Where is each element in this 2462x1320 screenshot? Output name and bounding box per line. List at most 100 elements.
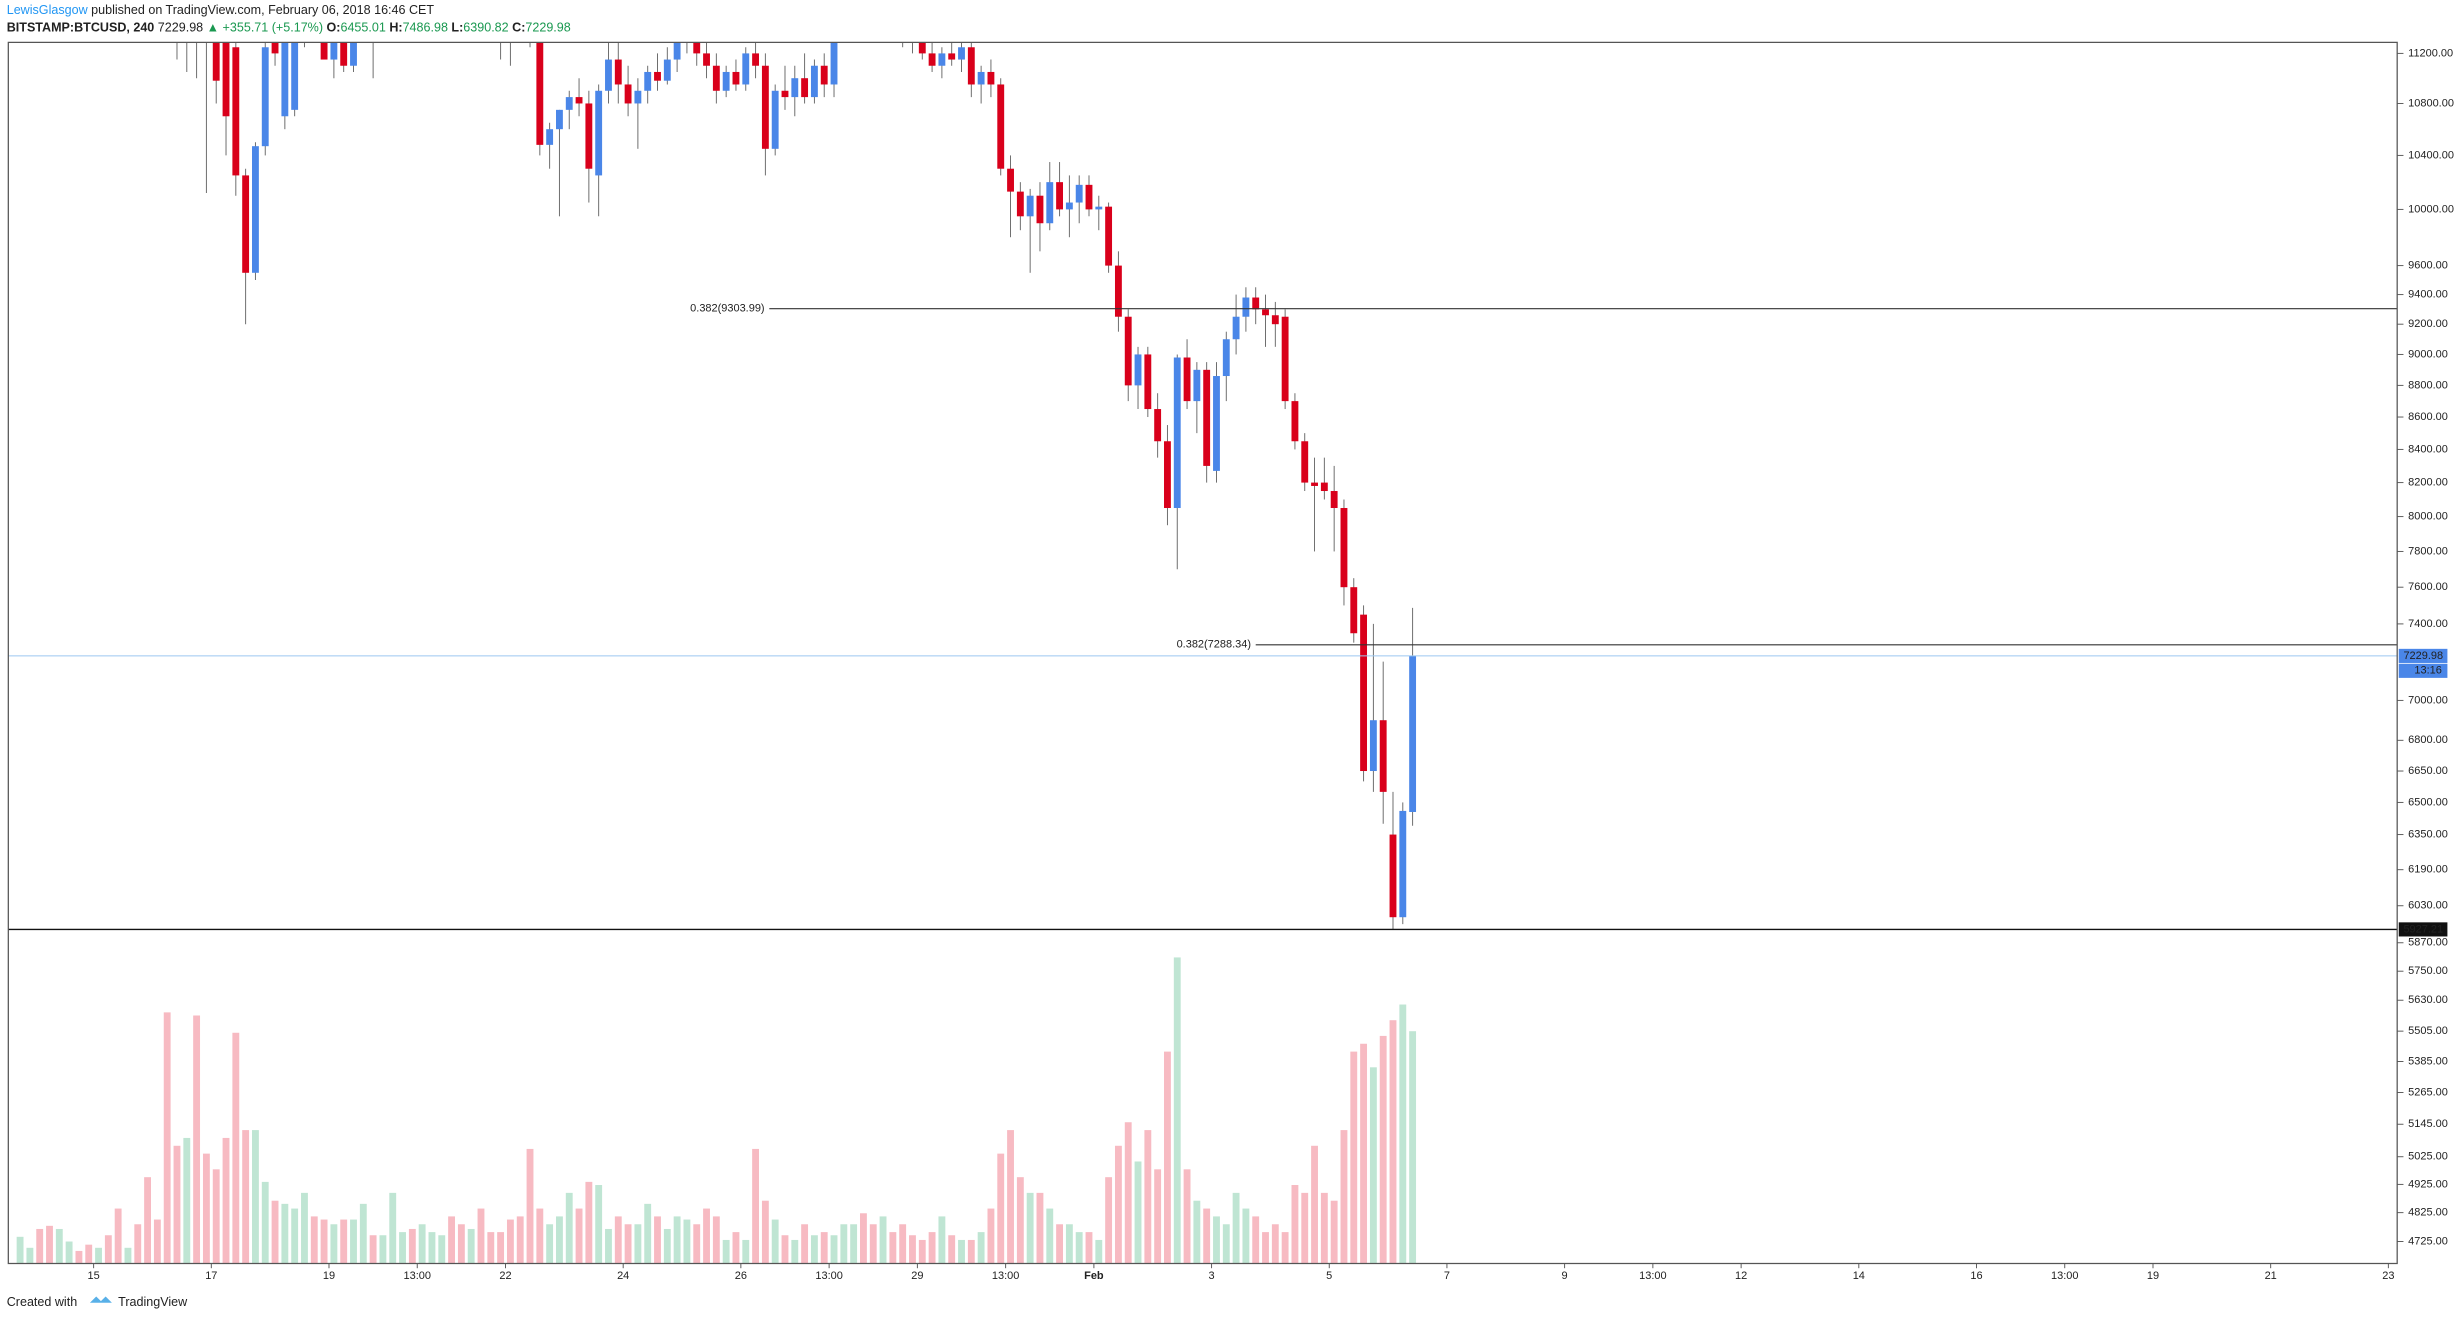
- candle-body: [1203, 369, 1211, 466]
- candle-body: [732, 71, 740, 85]
- candle-body: [634, 90, 642, 104]
- volume-bar: [350, 1219, 357, 1264]
- y-tick-label: 10400.00: [2408, 149, 2454, 161]
- candle-body: [722, 71, 730, 91]
- change: ▲ +355.71 (+5.17%): [207, 21, 323, 35]
- volume-bar: [673, 1216, 681, 1264]
- x-tick-label: 19: [323, 1270, 335, 1282]
- y-tick-label: 5025.00: [2408, 1151, 2448, 1163]
- author[interactable]: LewisGlasgow: [7, 3, 89, 17]
- candle-body: [997, 84, 1005, 169]
- candle-body: [810, 65, 818, 98]
- volume-bar: [222, 1137, 230, 1264]
- y-tick-label: 6800.00: [2408, 734, 2448, 746]
- candle-body: [1252, 297, 1260, 310]
- y-tick-label: 6500.00: [2408, 796, 2448, 808]
- y-tick-label: 9200.00: [2408, 318, 2448, 330]
- y-tick-label: 4825.00: [2408, 1207, 2448, 1219]
- volume-bar: [997, 1153, 1005, 1264]
- volume-bar: [1350, 1051, 1358, 1264]
- candle-body: [536, 42, 544, 145]
- volume-bar: [605, 1228, 612, 1264]
- x-tick-label: 13:00: [2051, 1270, 2078, 1282]
- candle-body: [1320, 482, 1328, 492]
- countdown-label: 13:16: [2414, 665, 2441, 677]
- volume-bar: [1114, 1145, 1122, 1264]
- volume-bar: [1369, 1067, 1377, 1264]
- candle-body: [712, 65, 720, 91]
- candle-body: [595, 90, 603, 176]
- volume-bar: [477, 1208, 485, 1264]
- candle-body: [1222, 339, 1230, 377]
- volume-bar: [242, 1130, 250, 1264]
- volume-bar: [153, 1219, 161, 1264]
- footer-brand[interactable]: TradingView: [118, 1295, 188, 1309]
- y-tick-label: 7600.00: [2408, 581, 2448, 593]
- volume-bar: [546, 1224, 554, 1264]
- volume-bar: [1389, 1020, 1397, 1264]
- candle-body: [1016, 191, 1024, 217]
- volume-bar: [1056, 1224, 1064, 1264]
- candle-body: [575, 97, 583, 104]
- volume-bar: [595, 1185, 603, 1264]
- volume-bar: [526, 1148, 534, 1264]
- candle-body: [1340, 508, 1348, 588]
- candle-body: [703, 53, 710, 66]
- candle-body: [1369, 720, 1377, 772]
- volume-bar: [977, 1232, 985, 1264]
- volume-bar: [320, 1219, 328, 1264]
- volume-bar: [1379, 1035, 1387, 1264]
- volume-bar: [1065, 1224, 1073, 1264]
- volume-bar: [418, 1224, 426, 1264]
- volume-bar: [144, 1177, 151, 1264]
- low-box: [2398, 922, 2448, 937]
- x-tick-label: 13:00: [1639, 1270, 1666, 1282]
- candle-body: [1291, 401, 1299, 442]
- candle-body: [1105, 206, 1113, 266]
- volume-bar: [301, 1192, 308, 1264]
- volume-bar: [899, 1224, 907, 1264]
- volume-bar: [487, 1232, 495, 1264]
- volume-bar: [801, 1224, 809, 1264]
- volume-bar: [585, 1181, 593, 1264]
- candle-body: [928, 53, 936, 66]
- candle-body: [781, 90, 789, 98]
- volume-bar: [536, 1208, 544, 1264]
- volume-bar: [820, 1232, 828, 1264]
- y-tick-label: 6030.00: [2408, 900, 2448, 912]
- volume-bar: [556, 1216, 563, 1264]
- ohlc-value: 6390.82: [463, 21, 508, 35]
- volume-bar: [173, 1145, 181, 1264]
- volume-bar: [85, 1244, 93, 1264]
- x-tick-label: 16: [1970, 1270, 1982, 1282]
- candle-body: [232, 47, 240, 176]
- candle-body: [585, 103, 593, 169]
- candle-body: [291, 42, 299, 110]
- volume-bar: [1311, 1145, 1318, 1264]
- candle-body: [271, 42, 279, 54]
- candle-body: [801, 78, 809, 98]
- ohlc-key: H:: [389, 21, 402, 35]
- volume-bar: [379, 1235, 387, 1264]
- volume-bar: [850, 1224, 858, 1264]
- y-tick-label: 6190.00: [2408, 864, 2448, 876]
- volume-bar: [1262, 1232, 1269, 1264]
- x-tick-label: 26: [735, 1270, 747, 1282]
- symbol: BITSTAMP:BTCUSD, 240: [7, 21, 155, 35]
- y-tick-label: 7000.00: [2408, 694, 2448, 706]
- volume-bar: [967, 1239, 975, 1264]
- volume-bar: [722, 1239, 730, 1264]
- volume-bar: [310, 1216, 318, 1264]
- candle-body: [1046, 182, 1054, 224]
- candle-body: [1075, 184, 1083, 203]
- volume-bar: [65, 1241, 73, 1264]
- volume-bar: [575, 1208, 583, 1264]
- y-tick-label: 6350.00: [2408, 828, 2448, 840]
- x-tick-label: 23: [2382, 1270, 2394, 1282]
- volume-bar: [36, 1228, 44, 1264]
- candle-body: [1056, 182, 1064, 210]
- volume-bar: [1085, 1232, 1093, 1264]
- candle-body: [663, 59, 671, 81]
